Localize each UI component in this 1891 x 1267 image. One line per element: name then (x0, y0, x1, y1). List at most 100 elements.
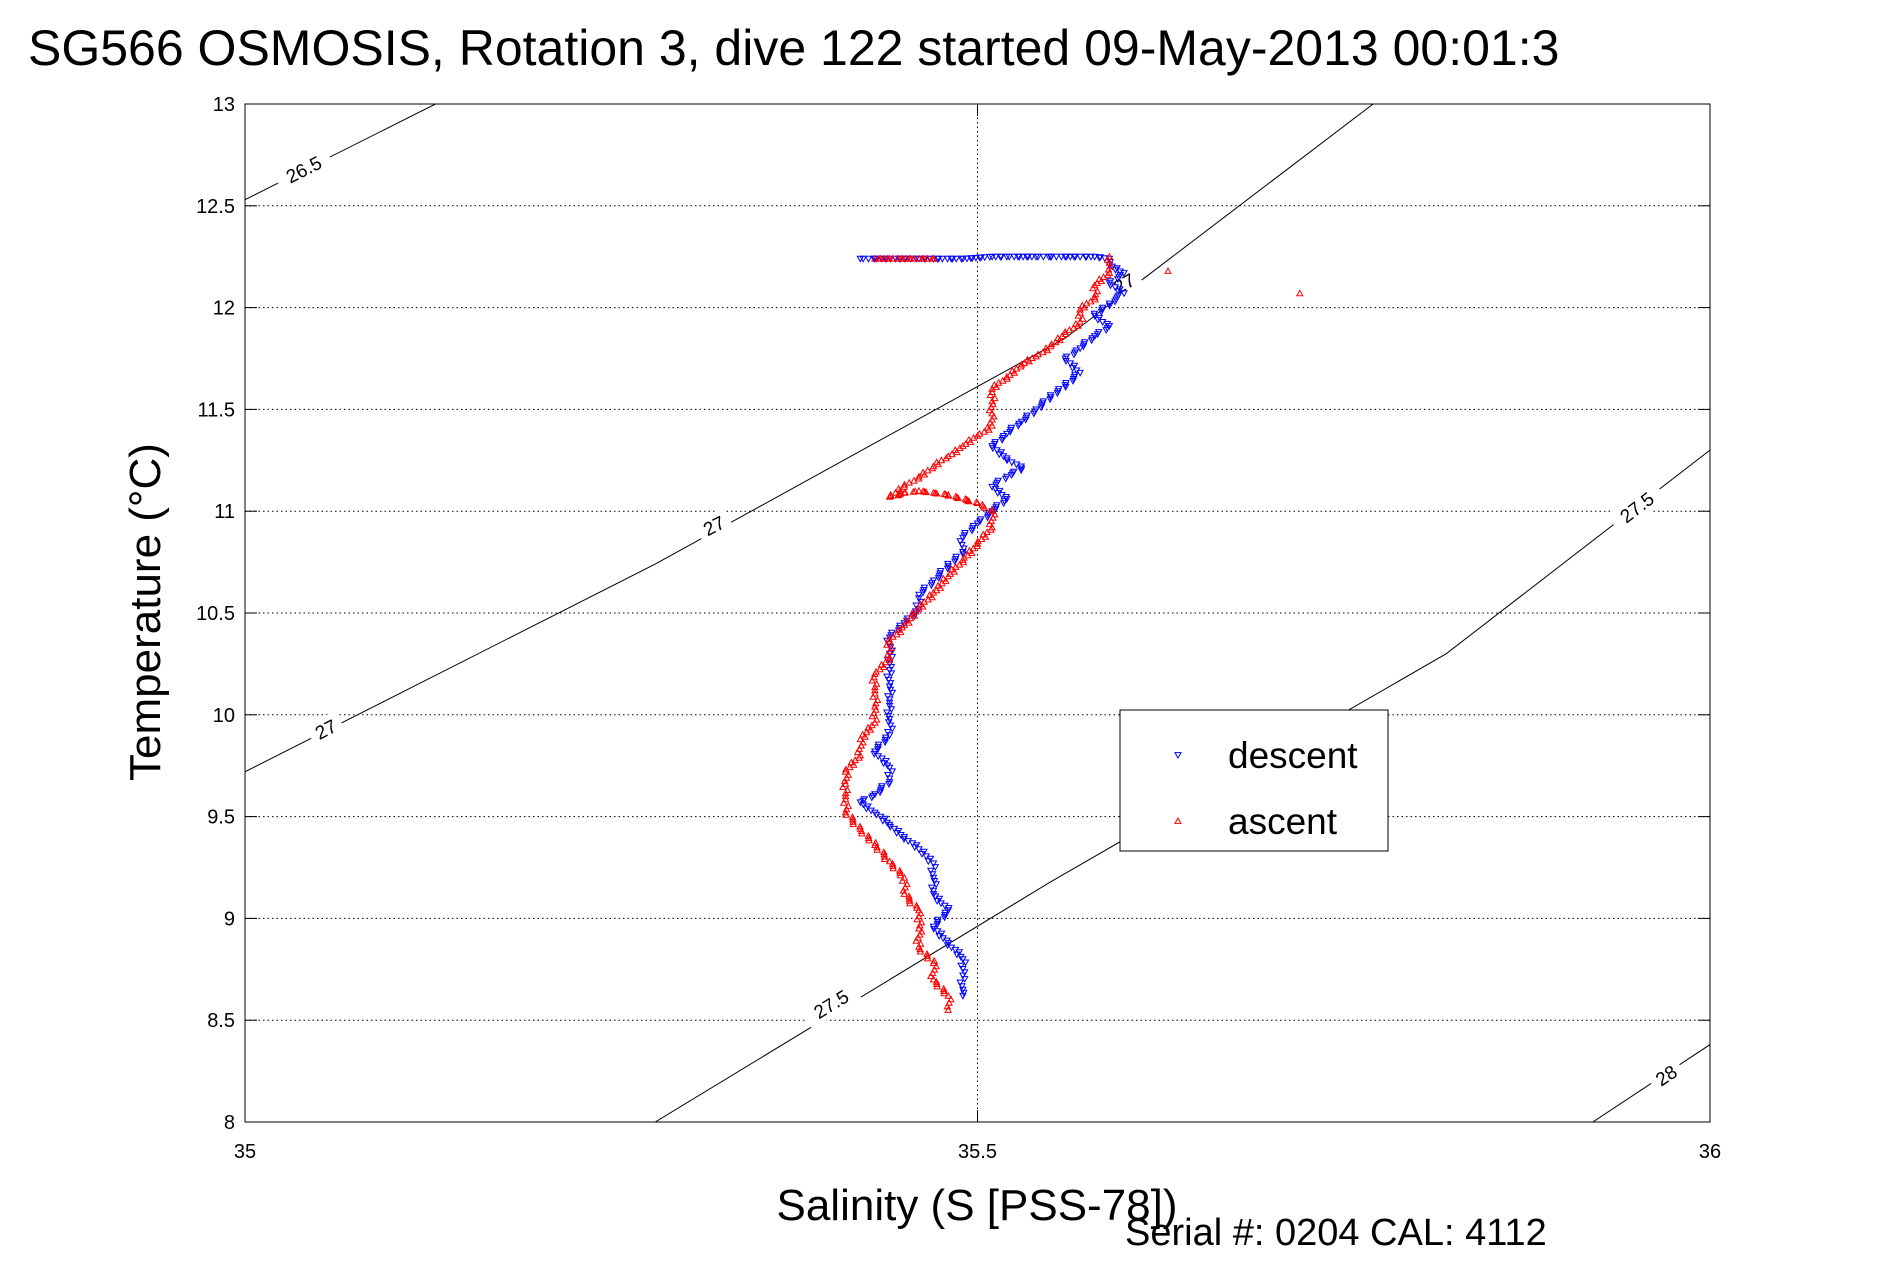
descent-point (1057, 253, 1066, 261)
ascent-point (1020, 358, 1029, 366)
legend-label-ascent: ascent (1228, 801, 1338, 842)
legend-label-descent: descent (1228, 735, 1358, 776)
descent-point (885, 702, 894, 710)
descent-point (885, 775, 894, 783)
ascent-point (972, 498, 981, 506)
descent-point (859, 797, 868, 805)
y-tick-label: 9 (224, 908, 235, 930)
ascent-point (870, 709, 878, 717)
ascent-point (897, 254, 905, 262)
ascent-point (923, 254, 932, 262)
ascent-point (912, 901, 921, 909)
descent-point (1039, 253, 1048, 261)
descent-point (883, 772, 892, 779)
ascent-point (983, 423, 992, 431)
ascent-point (1164, 266, 1172, 274)
descent-point (1105, 302, 1114, 310)
contour-label-bg (799, 978, 863, 1030)
ascent-point (895, 866, 904, 874)
ascent-point (919, 468, 927, 476)
legend-marker-descent (1174, 752, 1182, 760)
descent-point (999, 500, 1008, 508)
ascent-point (872, 679, 881, 687)
descent-point (1030, 410, 1038, 418)
descent-point (1120, 290, 1128, 298)
descent-point (929, 860, 938, 868)
descent-point (1090, 253, 1099, 261)
ascent-point (900, 480, 909, 488)
ascent-point (869, 692, 877, 700)
descent-point (966, 255, 975, 263)
ascent-point (871, 838, 880, 846)
descent-point (1105, 300, 1114, 308)
descent-point (991, 253, 1000, 261)
y-tick-label: 8 (224, 1112, 235, 1134)
descent-point (934, 575, 943, 583)
ascent-point (940, 489, 949, 497)
ascent-point (842, 805, 851, 813)
ascent-point (1058, 332, 1066, 339)
descent-point (1037, 404, 1046, 412)
descent-point (1114, 276, 1122, 284)
density-contour-line (245, 104, 1374, 773)
ascent-point (1003, 374, 1011, 382)
ascent-point (871, 254, 879, 262)
y-tick-label: 9.5 (207, 807, 235, 829)
descent-point (885, 667, 894, 675)
x-tick-label: 36 (1699, 1141, 1721, 1163)
ascent-point (1295, 289, 1304, 297)
ascent-point (853, 748, 862, 756)
ascent-point (944, 1005, 953, 1013)
ascent-point (886, 490, 895, 498)
ascent-point (915, 472, 923, 480)
descent-point (1017, 465, 1026, 473)
y-tick-label: 13 (213, 94, 235, 116)
descent-point (947, 255, 956, 263)
descent-point (957, 962, 965, 970)
ascent-point (915, 486, 923, 494)
ascent-point (978, 500, 987, 508)
x-tick-label: 35.5 (958, 1141, 997, 1163)
descent-point (1012, 461, 1021, 469)
descent-point (1010, 253, 1019, 261)
plot-area: 35 35.5 3688.599.51010.51111.51212.51326.5… (196, 94, 1721, 1163)
descent-point (995, 487, 1004, 495)
descent-point (1003, 457, 1011, 465)
descent-point (1070, 351, 1078, 359)
descent-point (1061, 253, 1070, 261)
ascent-point (992, 382, 1001, 390)
descent-point (1111, 266, 1120, 274)
descent-point (859, 801, 868, 809)
descent-point (884, 712, 893, 720)
ascent-point (918, 254, 927, 262)
y-tick-label: 11 (214, 501, 235, 523)
descent-point (990, 441, 999, 449)
descent-point (886, 680, 895, 688)
descent-point (888, 768, 897, 776)
descent-point (887, 706, 896, 714)
descent-point (1103, 321, 1112, 328)
descent-point (1017, 463, 1026, 471)
descent-point (1023, 253, 1031, 261)
descent-point (924, 858, 933, 866)
ascent-point (875, 254, 884, 262)
descent-point (867, 794, 876, 802)
ascent-point (868, 676, 877, 684)
ascent-point (871, 702, 879, 710)
descent-point (972, 254, 980, 262)
descent-point (1034, 253, 1042, 261)
descent-point (926, 867, 935, 875)
contour-label-bg (693, 507, 735, 544)
descent-point (886, 255, 895, 263)
descent-point (959, 255, 967, 263)
ascent-point (1039, 348, 1047, 356)
ascent-point (952, 492, 960, 500)
ascent-point (929, 462, 938, 470)
ascent-point (945, 998, 953, 1006)
descent-point (912, 842, 921, 850)
descent-point (1047, 253, 1056, 261)
ascent-point (947, 995, 955, 1003)
descent-point (996, 253, 1005, 261)
ascent-point (1023, 355, 1032, 363)
